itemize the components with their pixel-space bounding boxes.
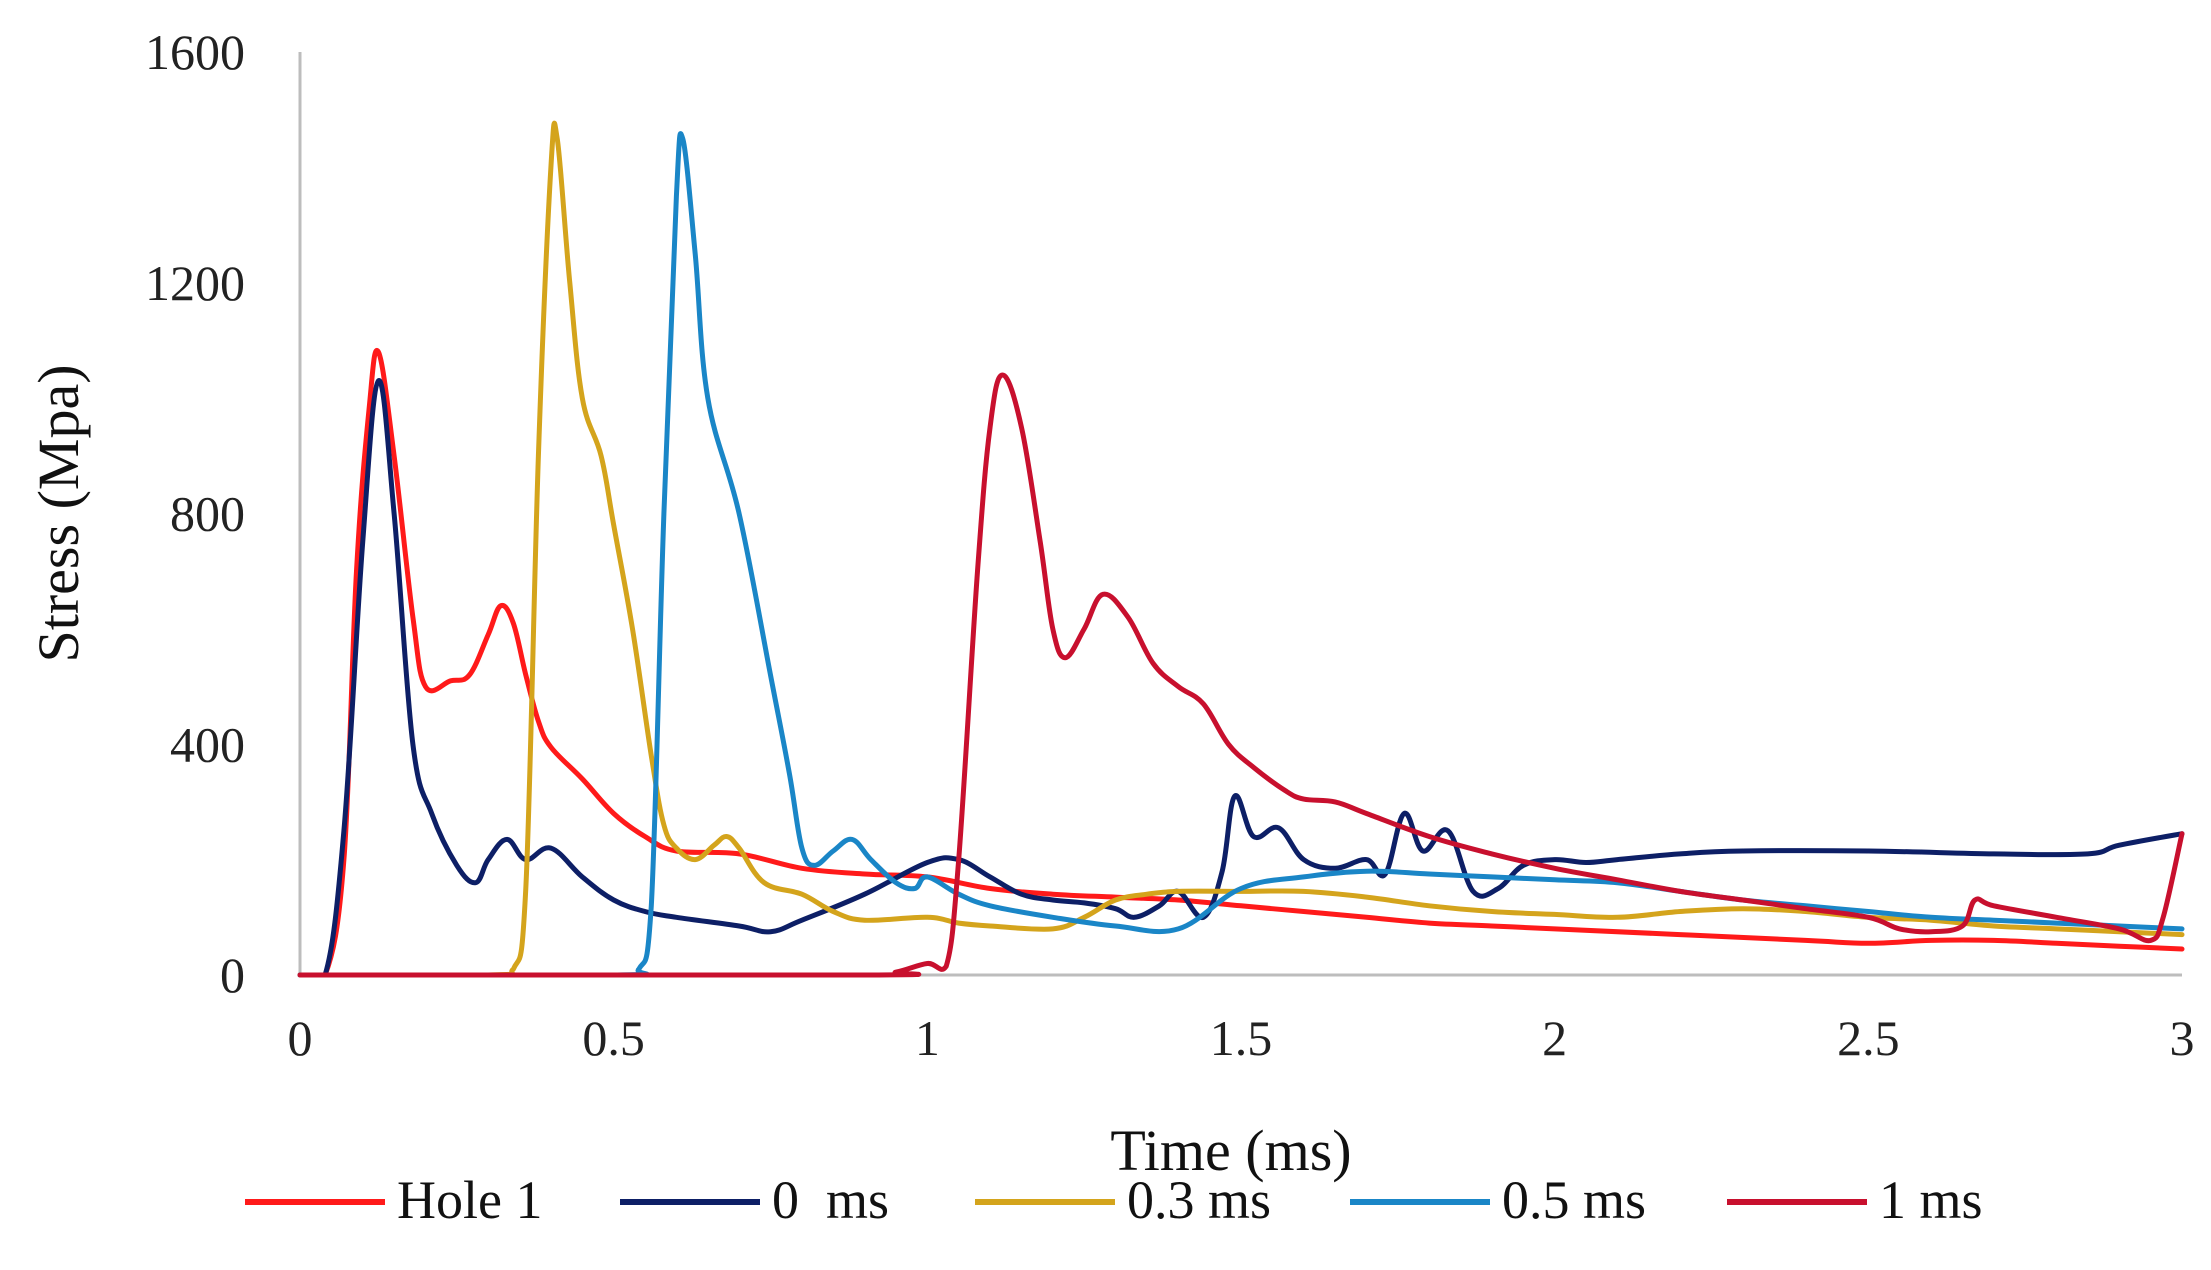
y-tick-label: 1600 — [145, 24, 245, 80]
legend: Hole 1 0 ms 0.3 ms 0.5 ms 1 ms — [245, 1170, 1983, 1230]
tick-labels: 0 0.5 1 1.5 2 2.5 3 0 400 800 1200 1600 — [145, 24, 2195, 1066]
series-line-1 — [297, 347, 2185, 978]
x-tick-label: 3 — [2170, 1010, 2195, 1066]
x-tick-label: 1.5 — [1210, 1010, 1273, 1066]
y-tick-label: 1200 — [145, 255, 245, 311]
series-line-5 — [297, 372, 2185, 978]
x-tick-label: 1 — [915, 1010, 940, 1066]
series-line-2 — [297, 378, 2185, 978]
x-tick-label: 2.5 — [1837, 1010, 1900, 1066]
series-line-4 — [297, 131, 2185, 978]
legend-label-5: 1 ms — [1879, 1170, 1983, 1230]
x-tick-label: 2 — [1542, 1010, 1567, 1066]
x-axis-title: Time (ms) — [1110, 1118, 1351, 1183]
legend-label-1: Hole 1 — [397, 1170, 542, 1230]
series-lines — [297, 120, 2185, 978]
legend-label-3: 0.3 ms — [1127, 1170, 1271, 1230]
y-axis-title: Stress (Mpa) — [26, 364, 91, 662]
legend-label-2: 0 ms — [772, 1170, 889, 1230]
y-tick-label: 800 — [170, 486, 245, 542]
x-tick-label: 0.5 — [582, 1010, 645, 1066]
axes — [298, 52, 2182, 977]
y-tick-label: 400 — [170, 716, 245, 772]
y-tick-label: 0 — [220, 947, 245, 1003]
legend-label-4: 0.5 ms — [1502, 1170, 1646, 1230]
x-tick-label: 0 — [288, 1010, 313, 1066]
series-line-3 — [297, 120, 2185, 978]
